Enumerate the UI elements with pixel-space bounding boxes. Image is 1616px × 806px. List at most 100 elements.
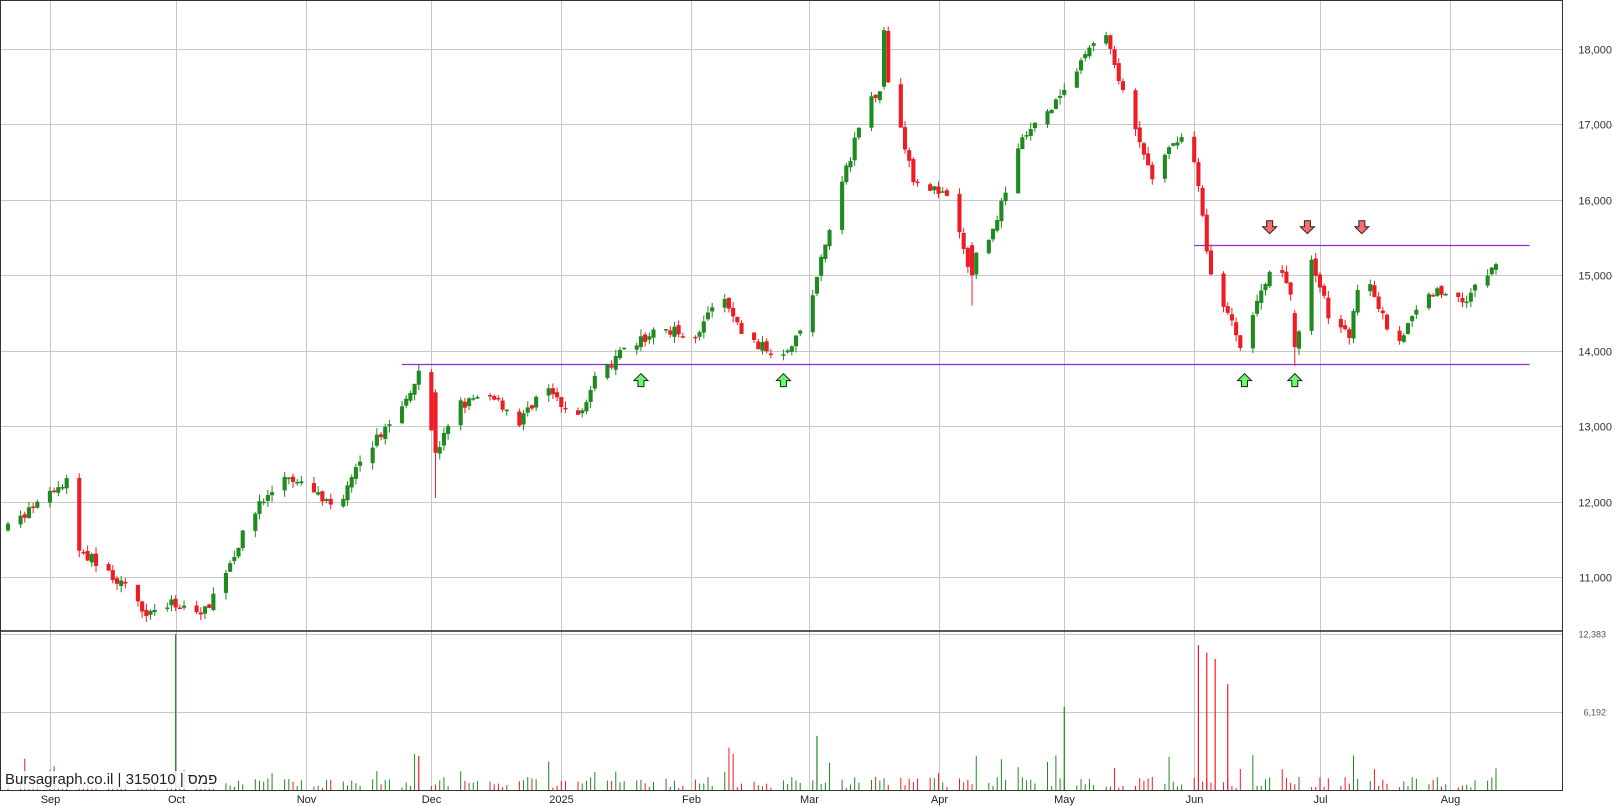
candle-body [592, 375, 597, 389]
candle-body [148, 610, 153, 615]
candle-body [995, 219, 1000, 231]
candle-body [458, 400, 463, 426]
candle-body [26, 507, 32, 518]
candle-body [617, 350, 623, 359]
candle-body [827, 230, 832, 247]
buy-arrow-icon [775, 372, 792, 388]
candle-body [1347, 329, 1352, 338]
signal-arrows [632, 220, 1371, 388]
candle-body [1410, 316, 1415, 322]
candle-body [1250, 315, 1255, 349]
price-tick-label: 17,000 [1578, 120, 1612, 132]
candle-body [1284, 271, 1289, 284]
candle-body [165, 607, 170, 609]
candle-body [1225, 306, 1230, 313]
month-label: Oct [168, 794, 185, 806]
candle-body [672, 326, 677, 337]
candle-body [634, 345, 639, 350]
candle-body [135, 584, 140, 602]
candle-body [680, 336, 685, 338]
candle-body [1196, 162, 1201, 187]
candle-body [944, 190, 949, 196]
volume-tick-label: 12,383 [1578, 630, 1606, 640]
candle-body [290, 476, 296, 482]
candle-body [1397, 330, 1402, 341]
candle-body [433, 392, 438, 453]
candle-body [173, 598, 178, 608]
candle-body [261, 501, 266, 504]
candle-body [664, 329, 669, 331]
month-label: May [1054, 794, 1075, 806]
candle-body [580, 410, 585, 414]
candle-body [710, 307, 715, 312]
candle-body [462, 401, 467, 408]
candle-body [446, 425, 451, 434]
candle-body [965, 248, 970, 267]
candle-body [77, 478, 82, 551]
candle-body [1208, 250, 1214, 275]
candle-body [370, 447, 375, 464]
price-tick-label: 13,000 [1578, 422, 1612, 434]
candle-body [525, 407, 530, 413]
candle-body [529, 405, 534, 409]
candle-body [408, 393, 413, 401]
candle-body [1468, 292, 1473, 302]
candle-body [789, 346, 794, 352]
candle-body [399, 406, 405, 424]
candle-body [676, 325, 681, 335]
candle-body [492, 396, 497, 400]
candle-body [936, 186, 941, 194]
candle-body [873, 94, 878, 98]
candle-body [840, 181, 845, 230]
candle-body [1414, 309, 1419, 315]
candle-body [228, 563, 233, 572]
candle-body [588, 390, 593, 402]
candle-body [521, 413, 526, 425]
candle-body [1062, 89, 1067, 95]
month-label: Apr [931, 794, 948, 806]
watermark: Bursagraph.co.il | 315010 | פמס [3, 771, 220, 789]
candle-body [1192, 136, 1197, 163]
candle-body [974, 252, 979, 275]
candle-body [316, 492, 321, 495]
candle-body [1355, 290, 1360, 313]
axis-labels: 11,000 12,000 13,000 14,000 15,000 16,000 17,0… [41, 45, 1612, 806]
candle-body [349, 477, 354, 488]
plot-frame [0, 0, 1563, 791]
candle-body [1443, 293, 1448, 296]
candle-body [471, 398, 476, 400]
candle-body [886, 30, 891, 83]
candle-body [194, 605, 199, 613]
candle-body [869, 96, 874, 128]
candle-body [236, 547, 241, 557]
candle-body [1074, 71, 1079, 88]
candle-body [1104, 35, 1109, 44]
candle-body [60, 487, 65, 489]
candle-body [1108, 35, 1113, 49]
candle-body [739, 322, 744, 334]
candle-body [123, 581, 128, 584]
candle-body [1384, 314, 1390, 330]
candle-body [1146, 153, 1151, 166]
candle-body [643, 334, 648, 342]
candle-body [1016, 148, 1021, 194]
candle-body [1221, 273, 1226, 307]
candle-body [1435, 288, 1440, 296]
candle-body [1133, 90, 1138, 130]
axes [0, 0, 1563, 791]
candle-body [404, 398, 409, 406]
candle-body [110, 570, 115, 581]
month-label: Jun [1186, 794, 1204, 806]
candle-body [852, 137, 857, 161]
candle-body [1313, 258, 1318, 276]
candle-body [752, 332, 757, 340]
candle-body [18, 515, 23, 525]
candle-body [1229, 314, 1234, 321]
candle-body [1296, 331, 1302, 349]
candle-body [756, 341, 761, 350]
candle-body [705, 312, 711, 320]
candle-body [1439, 286, 1444, 295]
candle-body [1401, 335, 1406, 342]
sell-arrow-icon [1261, 220, 1278, 235]
candle-body [693, 336, 698, 339]
